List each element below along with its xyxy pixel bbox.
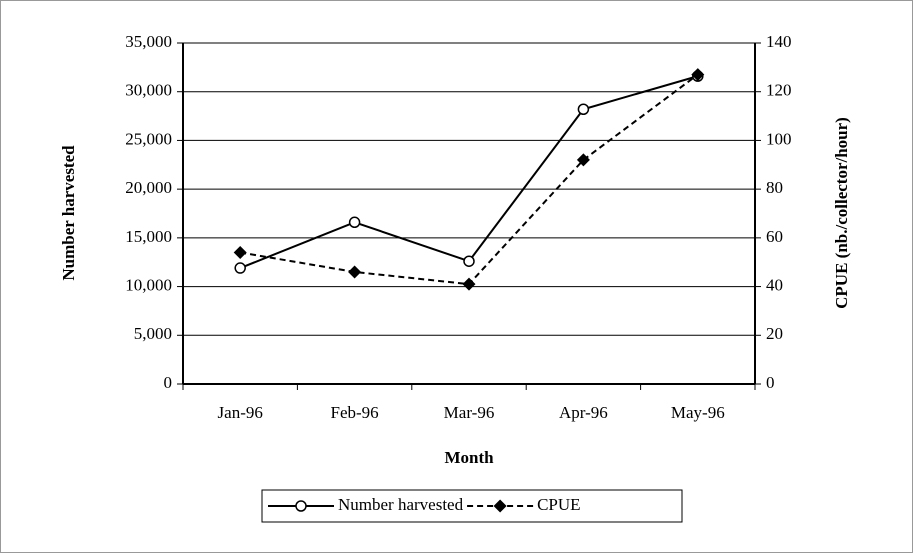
marker — [462, 277, 476, 291]
marker — [493, 499, 507, 513]
marker — [233, 245, 247, 259]
y-tick-label: 10,000 — [125, 275, 172, 294]
marker — [234, 262, 246, 274]
marker — [691, 68, 705, 82]
x-tick-label: Apr-96 — [559, 403, 608, 422]
x-tick-label: Jan-96 — [218, 403, 263, 422]
x-tick-label: Mar-96 — [444, 403, 495, 422]
y2-tick-label: 40 — [766, 275, 783, 294]
y2-axis-title: CPUE (nb./collector/hour) — [832, 117, 851, 309]
y2-tick-label: 0 — [766, 373, 775, 392]
y2-tick-label: 60 — [766, 227, 783, 246]
y-axis-title: Number harvested — [59, 145, 78, 281]
legend-label: Number harvested — [338, 495, 464, 514]
y-tick-label: 0 — [164, 373, 173, 392]
y-tick-label: 5,000 — [134, 324, 172, 343]
y2-tick-label: 20 — [766, 324, 783, 343]
y2-tick-label: 120 — [766, 81, 792, 100]
y-tick-label: 30,000 — [125, 81, 172, 100]
y2-tick-label: 140 — [766, 32, 792, 51]
y2-tick-label: 100 — [766, 129, 792, 148]
marker — [576, 153, 590, 167]
y-tick-label: 15,000 — [125, 227, 172, 246]
y2-tick-label: 80 — [766, 178, 783, 197]
x-tick-label: Feb-96 — [331, 403, 379, 422]
y-tick-label: 25,000 — [125, 129, 172, 148]
marker — [577, 103, 590, 116]
x-tick-label: May-96 — [671, 403, 725, 422]
marker — [463, 255, 475, 267]
marker — [295, 500, 307, 512]
legend-label: CPUE — [537, 495, 580, 514]
marker — [348, 265, 362, 279]
y-tick-label: 20,000 — [125, 178, 172, 197]
y-tick-label: 35,000 — [125, 32, 172, 51]
x-axis-title: Month — [444, 448, 494, 467]
marker — [348, 216, 361, 229]
